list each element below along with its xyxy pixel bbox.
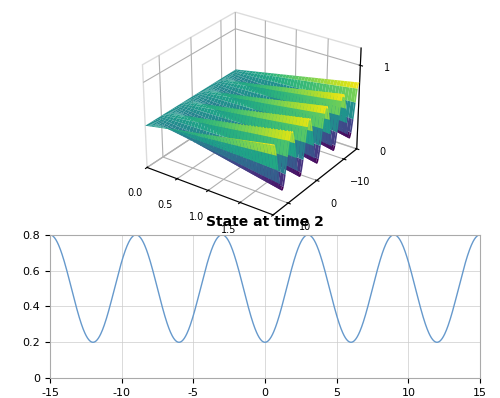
Title: State at time 2: State at time 2 [206,215,324,230]
